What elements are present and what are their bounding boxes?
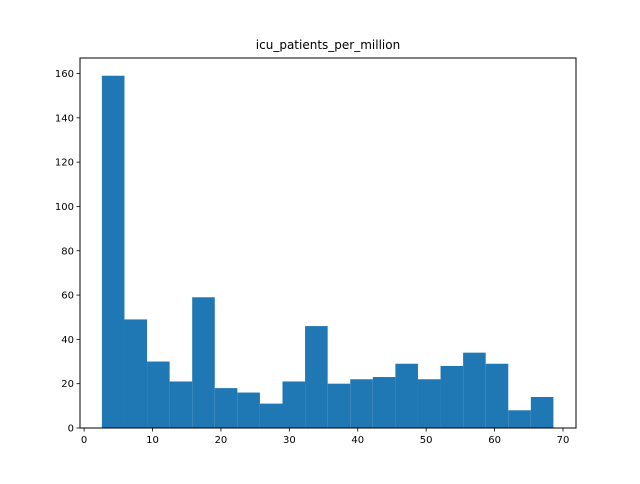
histogram-bar-18 (508, 410, 531, 428)
y-tick-label: 100 (55, 202, 74, 213)
histogram-bar-10 (327, 383, 351, 428)
histogram-bar-13 (395, 363, 418, 428)
chart-title: icu_patients_per_million (256, 38, 400, 52)
histogram-bar-19 (530, 396, 554, 428)
bars-layer (101, 75, 554, 428)
y-tick-label: 20 (61, 379, 74, 390)
x-tick-label: 50 (420, 435, 433, 446)
histogram-bar-7 (259, 403, 283, 428)
x-tick-label: 10 (146, 435, 159, 446)
histogram-bar-14 (417, 379, 441, 428)
histogram-bar-4 (192, 297, 215, 428)
histogram-bar-8 (282, 381, 306, 428)
histogram-bar-1 (124, 319, 148, 428)
plot-area-frame (79, 57, 577, 429)
histogram-bar-15 (440, 365, 464, 428)
histogram-bar-11 (350, 379, 373, 428)
y-tick-label: 140 (55, 113, 74, 124)
y-tick-label: 60 (61, 291, 74, 302)
histogram-bar-9 (305, 326, 328, 428)
histogram-bar-2 (147, 361, 170, 428)
x-tick-label: 20 (215, 435, 228, 446)
x-tick-label: 30 (283, 435, 296, 446)
x-tick-label: 60 (488, 435, 501, 446)
y-tick-label: 40 (61, 335, 74, 346)
y-axis-ticks: 0 20 40 60 80 100 120 140 160 (55, 69, 80, 435)
histogram-bar-6 (237, 392, 260, 428)
histogram-bar-16 (463, 352, 486, 428)
histogram-bar-0 (101, 75, 125, 428)
histogram-bar-17 (485, 363, 509, 428)
histogram-bar-3 (169, 381, 193, 428)
x-axis-ticks: 0 10 20 30 40 50 60 70 (81, 428, 569, 446)
x-tick-label: 40 (351, 435, 364, 446)
histogram-bar-5 (214, 388, 238, 428)
y-tick-label: 0 (68, 424, 74, 435)
x-tick-label: 0 (81, 435, 87, 446)
y-tick-label: 80 (61, 246, 74, 257)
histogram-bar-12 (372, 377, 396, 428)
x-tick-label: 70 (557, 435, 570, 446)
y-tick-label: 120 (55, 158, 74, 169)
y-tick-label: 160 (55, 69, 74, 80)
